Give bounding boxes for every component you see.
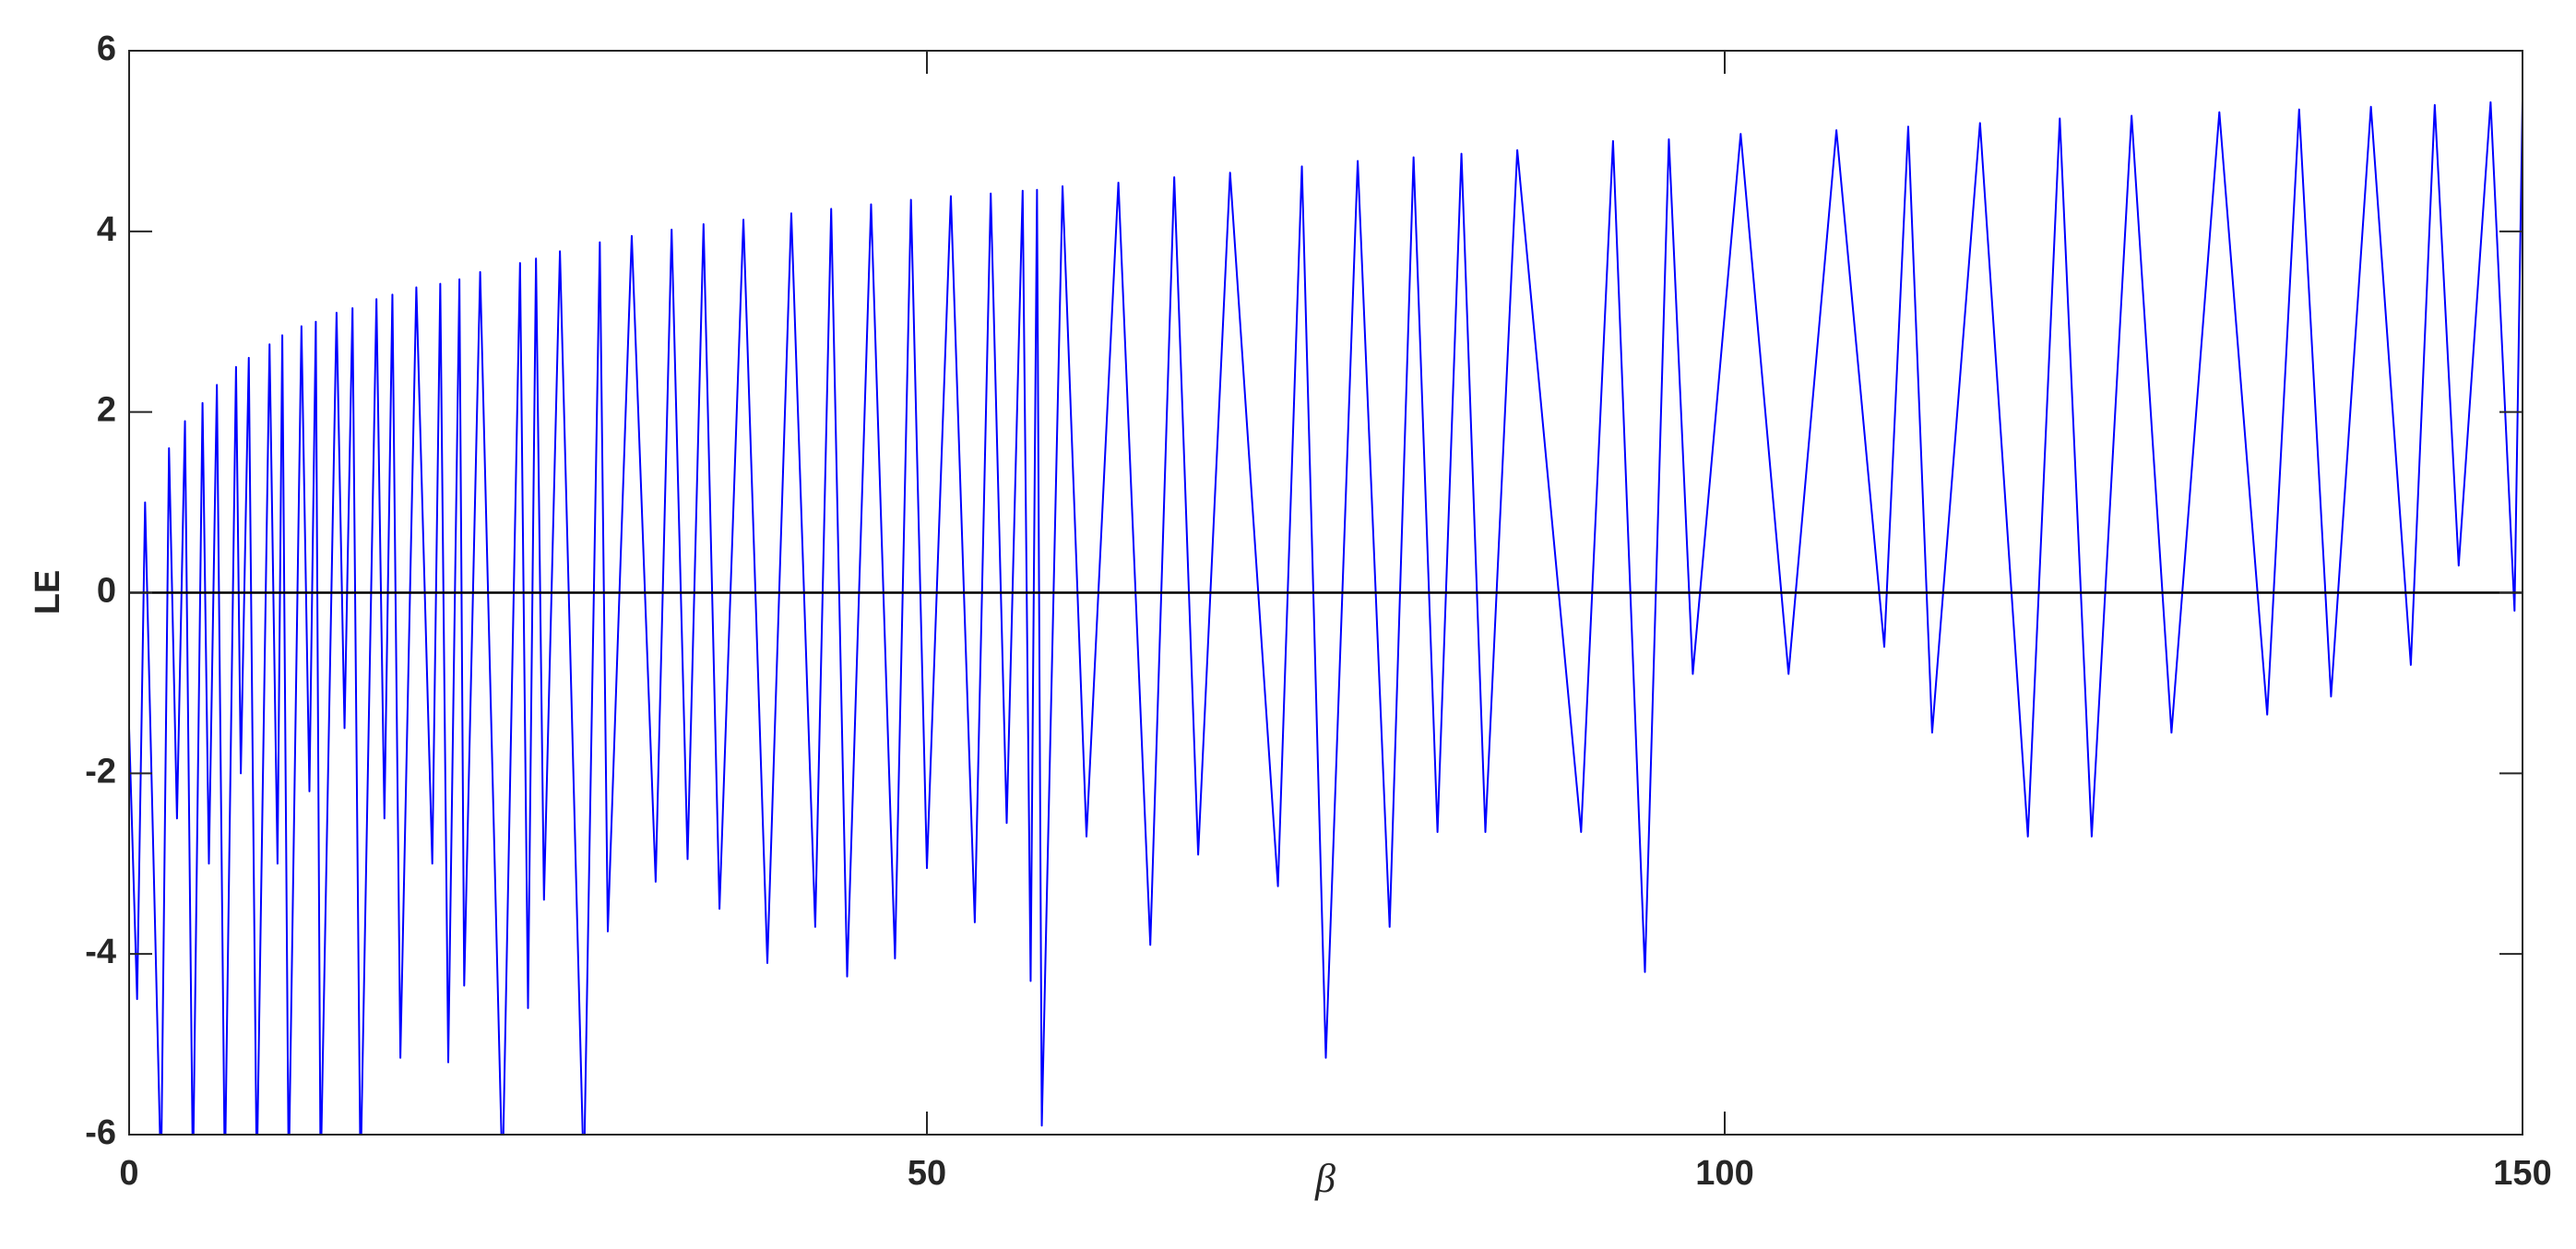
x-tick-label: 100 [1695,1154,1753,1193]
y-tick-label: 6 [97,30,116,68]
y-tick-label: -2 [85,752,116,791]
y-axis-label: LE [29,570,67,615]
y-tick-label: 0 [97,572,116,611]
x-axis-label: β [1314,1156,1335,1201]
y-tick-label: -6 [85,1113,116,1152]
data-line [129,100,2523,1135]
x-tick-label: 150 [2493,1154,2551,1193]
y-tick-label: 4 [97,210,116,249]
y-tick-label: -4 [85,933,116,971]
plot-area [129,100,2523,1135]
x-tick-label: 0 [119,1154,138,1193]
y-tick-label: 2 [97,391,116,430]
x-tick-label: 50 [908,1154,946,1193]
